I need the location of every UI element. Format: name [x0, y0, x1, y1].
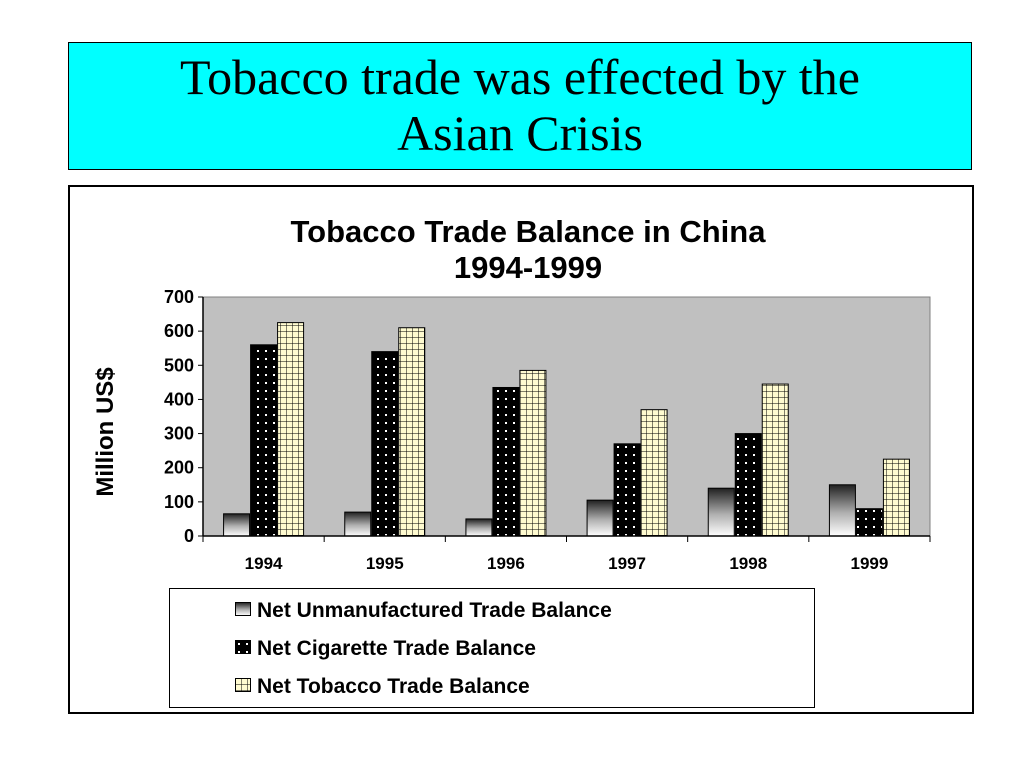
y-tick-label: 600 [164, 321, 194, 341]
bar-dots-1997 [613, 443, 641, 537]
bar-grid-1995 [398, 327, 426, 537]
plot-area [202, 296, 931, 537]
bar-grid-1997 [640, 409, 668, 537]
slide-title: Tobacco trade was effected by the Asian … [68, 42, 972, 170]
x-tick-label: 1994 [245, 554, 283, 573]
bar-dots-1998 [734, 433, 762, 537]
bar-grid-1998 [761, 383, 789, 537]
bar-gradient-1996 [465, 518, 493, 537]
legend: Net Unmanufactured Trade Balance Net Cig… [169, 588, 815, 708]
legend-label: Net Tobacco Trade Balance [257, 675, 530, 698]
x-tick-label: 1999 [851, 554, 889, 573]
bar-dots-1994 [250, 344, 278, 537]
legend-swatch-grid-icon [235, 678, 251, 693]
legend-swatch-dots-icon [235, 640, 251, 655]
y-tick-label: 700 [164, 287, 194, 307]
slide-title-line-1: Tobacco trade was effected by the [180, 49, 860, 105]
x-tick-label: 1998 [729, 554, 767, 573]
chart-title-line-1: Tobacco Trade Balance in China [291, 214, 767, 249]
bar-dots-1999 [855, 508, 883, 537]
legend-swatch-gradient-icon [235, 602, 251, 617]
legend-label: Net Cigarette Trade Balance [257, 637, 536, 660]
bar-gradient-1995 [344, 511, 372, 537]
bar-dots-1995 [371, 351, 399, 537]
legend-item-unmanufactured: Net Unmanufactured Trade Balance [235, 597, 612, 625]
y-axis-label: Million US$ [92, 367, 119, 497]
bar-grid-1999 [882, 458, 910, 537]
bar-gradient-1997 [586, 499, 614, 537]
legend-item-cigarette: Net Cigarette Trade Balance [235, 635, 536, 663]
x-tick-label: 1996 [487, 554, 525, 573]
bar-dots-1996 [492, 386, 520, 537]
legend-label: Net Unmanufactured Trade Balance [257, 599, 612, 622]
chart-title-line-2: 1994-1999 [454, 250, 602, 285]
chart-frame: Tobacco Trade Balance in China 1994-1999… [68, 185, 974, 714]
x-tick-label: 1997 [608, 554, 646, 573]
chart-svg: Tobacco Trade Balance in China 1994-1999… [92, 214, 931, 573]
x-tick-label: 1995 [366, 554, 404, 573]
y-tick-label: 100 [164, 492, 194, 512]
slide-title-line-2: Asian Crisis [397, 105, 643, 161]
y-tick-label: 0 [184, 526, 194, 546]
y-tick-label: 200 [164, 458, 194, 478]
bar-gradient-1994 [223, 513, 251, 537]
bar-grid-1994 [277, 322, 305, 537]
bar-gradient-1999 [828, 484, 856, 537]
bar-gradient-1998 [707, 487, 735, 537]
y-tick-label: 300 [164, 424, 194, 444]
y-tick-label: 400 [164, 389, 194, 409]
legend-item-tobacco: Net Tobacco Trade Balance [235, 673, 530, 701]
bar-grid-1996 [519, 369, 547, 537]
y-tick-label: 500 [164, 355, 194, 375]
